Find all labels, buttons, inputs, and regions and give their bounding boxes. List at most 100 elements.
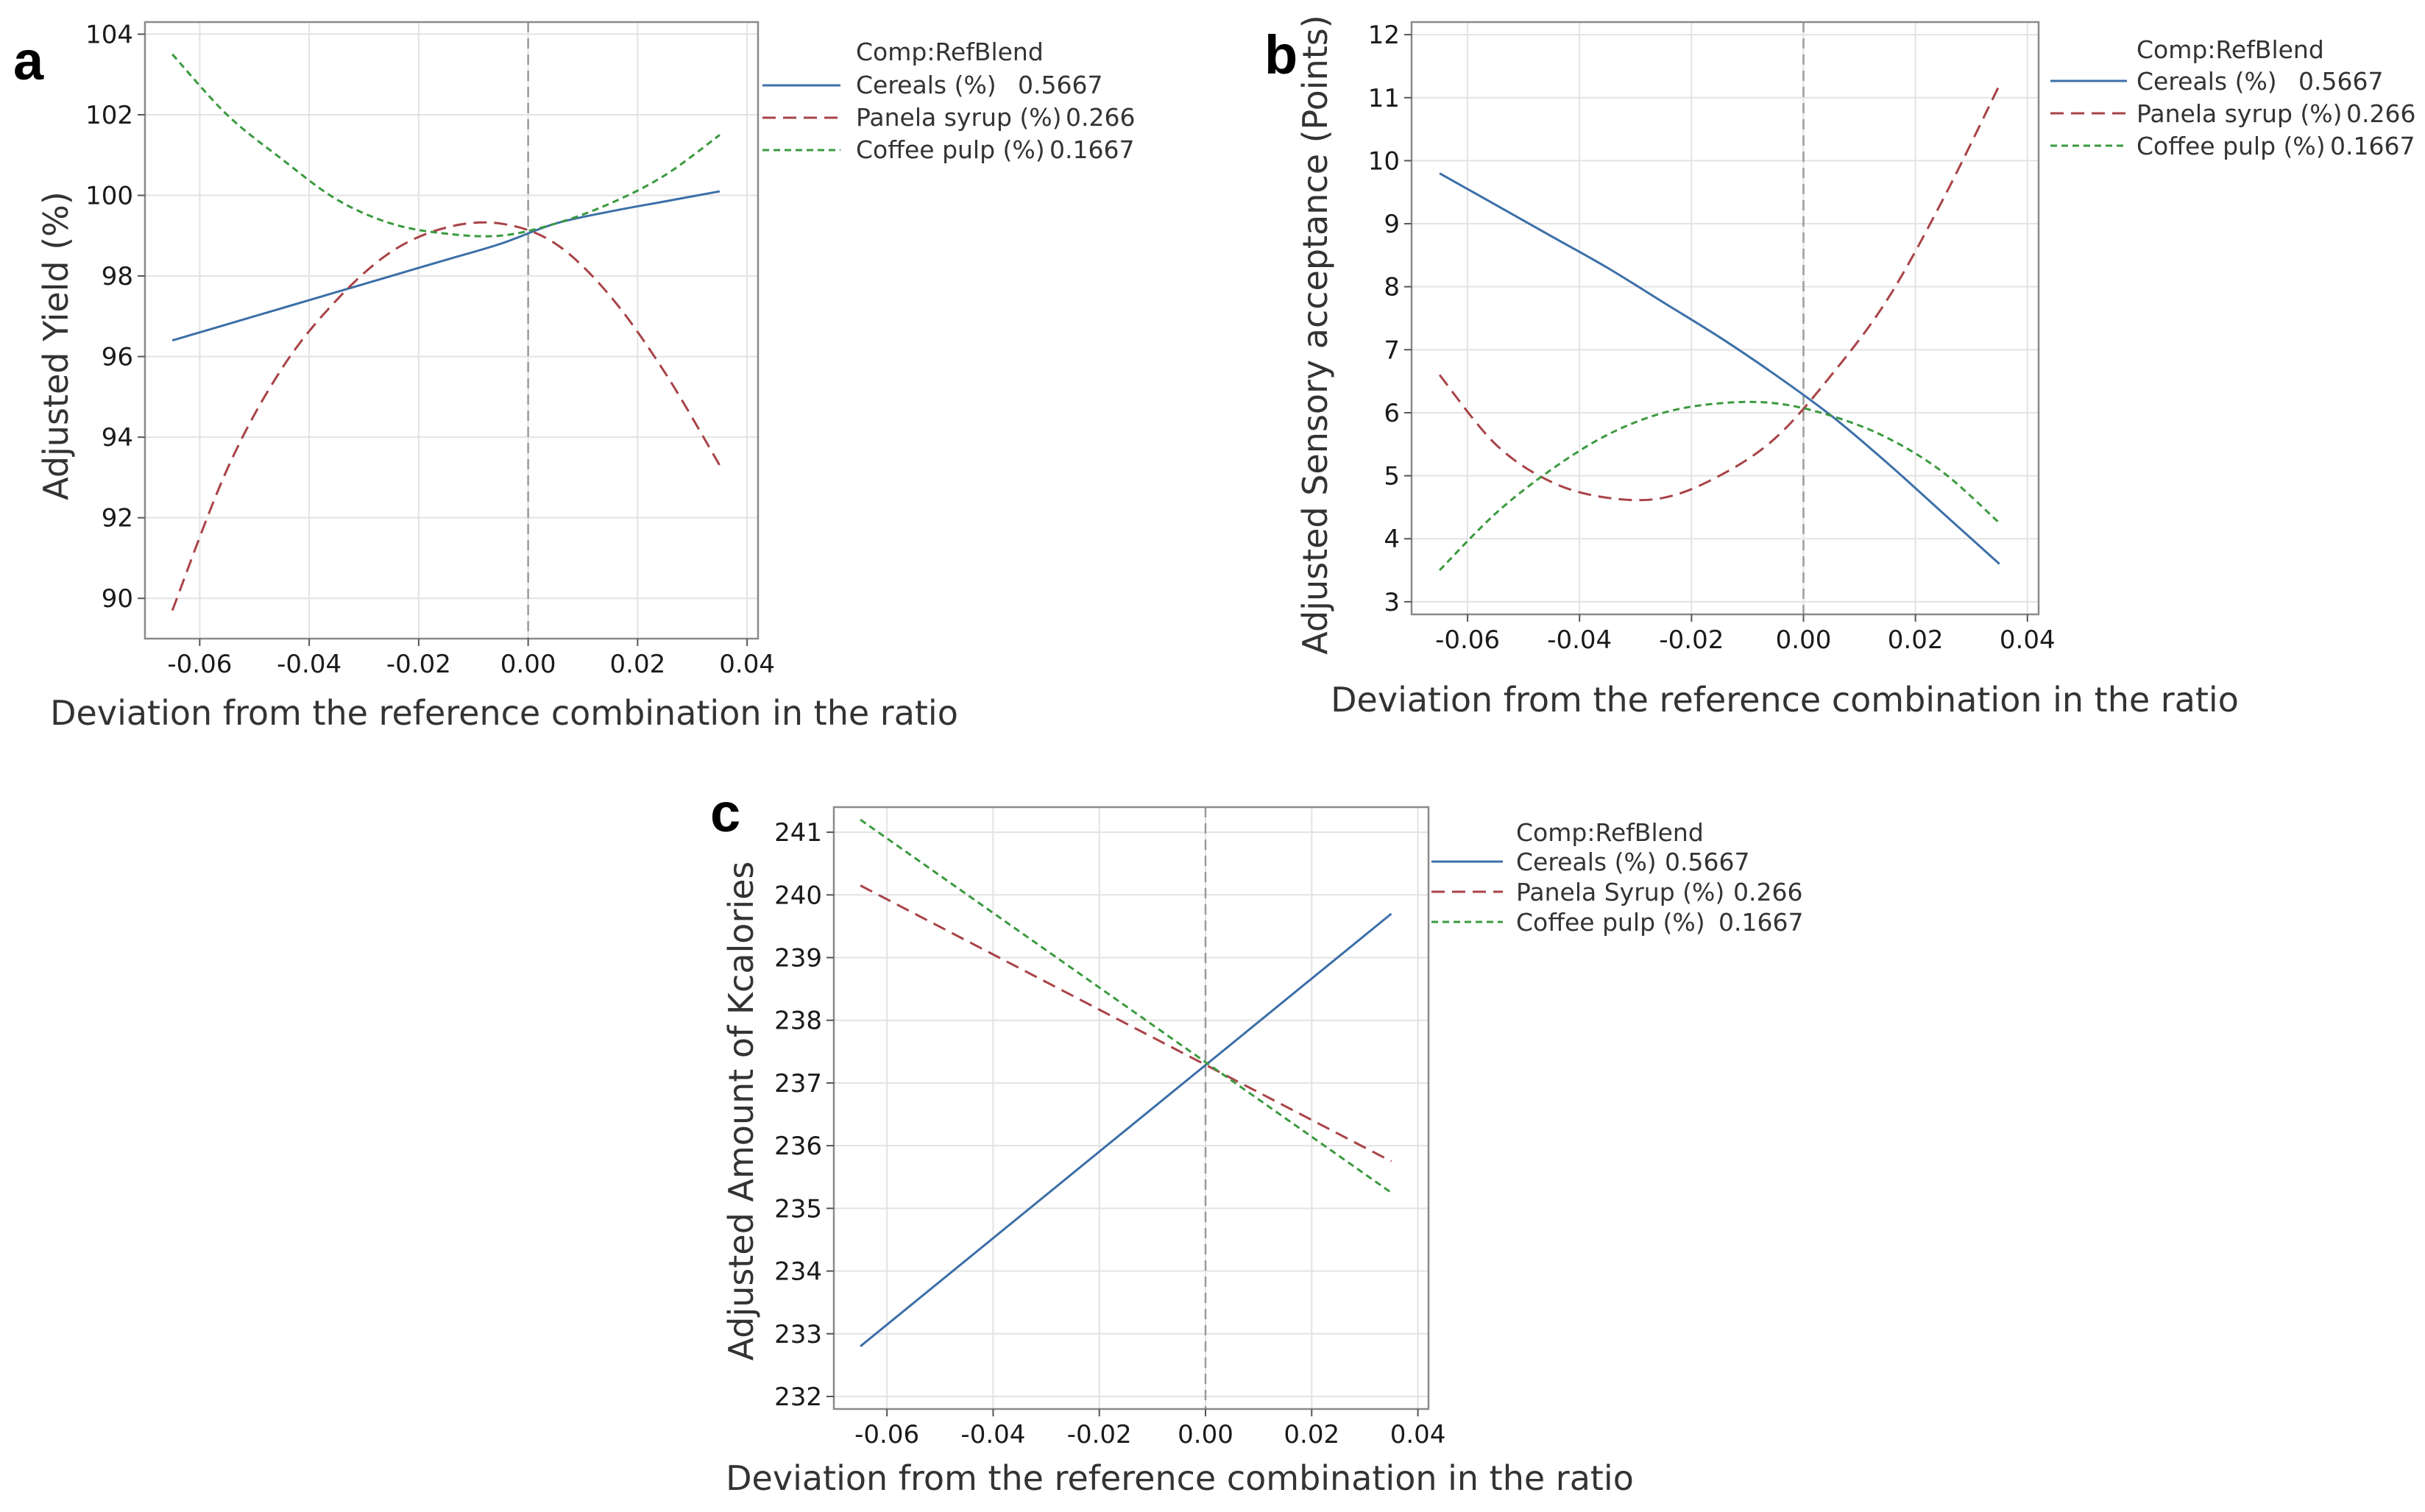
y-tick-label: 232 xyxy=(774,1383,822,1412)
legend-value-cereals: 0.5667 xyxy=(1665,848,1749,876)
x-tick-label: -0.02 xyxy=(1067,1420,1132,1449)
plot-frame xyxy=(832,806,1430,1410)
y-tick-label: 10 xyxy=(1368,146,1400,176)
x-tick-label: 0.04 xyxy=(1390,1420,1446,1449)
x-tick-label: 0.02 xyxy=(610,650,666,679)
legend-label-panela: Panela syrup (%) xyxy=(2137,99,2343,128)
legend-label-panela: Panela syrup (%) xyxy=(856,103,1062,132)
series-line-cereals xyxy=(1439,172,2000,565)
legend-label-coffee: Coffee pulp (%) xyxy=(1516,908,1705,937)
series-line-panela-syrup xyxy=(1438,84,2001,502)
tick-group: -0.06 -0.04 -0.02 0.00 0.02 0.04 3 4 5 6 7 8 9 10 11 12 xyxy=(1368,21,2056,655)
legend-label-cereals: Cereals (%) xyxy=(856,71,996,99)
x-tick-label: -0.06 xyxy=(1435,625,1500,655)
tick-group: -0.06 -0.04 -0.02 0.00 0.02 0.04 90 92 94 96 98 100… xyxy=(85,20,775,679)
legend-value-cereals: 0.5667 xyxy=(1018,71,1102,99)
series-line-cereals xyxy=(860,912,1392,1347)
grid xyxy=(834,807,1429,1409)
y-tick-label: 6 xyxy=(1384,399,1400,428)
y-axis-label: Adjusted Sensory acceptance (Points) xyxy=(1295,15,1335,654)
legend-label-panela: Panela Syrup (%) xyxy=(1516,878,1724,906)
legend-label-cereals: Cereals (%) xyxy=(1516,848,1657,876)
y-tick-label: 96 xyxy=(102,343,133,372)
x-tick-label: 0.02 xyxy=(1888,625,1944,655)
legend-label-cereals: Cereals (%) xyxy=(2137,67,2277,96)
plot-frame xyxy=(1410,21,2040,616)
series-line-coffee-pulp xyxy=(1438,400,2000,572)
y-tick-label: 8 xyxy=(1384,273,1400,302)
y-tick-label: 4 xyxy=(1384,525,1400,554)
y-tick-label: 11 xyxy=(1368,84,1400,113)
legend-title: Comp:RefBlend xyxy=(856,38,1044,66)
x-tick-label: -0.06 xyxy=(854,1420,919,1449)
series-line-coffee-pulp xyxy=(171,53,721,238)
y-tick-label: 90 xyxy=(102,584,133,614)
panel-letter-b: b xyxy=(1264,24,1298,85)
legend-value-coffee: 0.1667 xyxy=(1718,908,1803,937)
y-axis-label: Adjusted Amount of Kcalories xyxy=(721,862,761,1361)
panel-b: b -0.06 -0.04 -0.02 0.00 0.02 0.04 3 4 5 6 7 8 9 10 11… xyxy=(1264,15,2415,720)
y-tick-label: 240 xyxy=(774,881,822,910)
y-tick-label: 241 xyxy=(774,818,822,848)
y-tick-label: 233 xyxy=(774,1320,822,1349)
panel-a: a -0.06 -0.04 -0.02 0.00 0.02 0.04 90 92 94 96 98 1… xyxy=(13,20,1135,733)
y-tick-label: 238 xyxy=(774,1007,822,1036)
y-tick-label: 239 xyxy=(774,944,822,973)
legend-value-panela: 0.266 xyxy=(1066,103,1135,132)
series-line-panela-syrup xyxy=(171,221,721,611)
series-group xyxy=(860,818,1392,1347)
y-tick-label: 3 xyxy=(1384,588,1400,617)
panel-c: c -0.06 -0.04 -0.02 0.00 0.02 0.04 232 233 234 23… xyxy=(710,782,1803,1498)
x-tick-label: -0.06 xyxy=(167,650,232,679)
x-tick-label: 0.02 xyxy=(1284,1420,1339,1449)
y-tick-label: 104 xyxy=(85,20,133,49)
y-tick-label: 94 xyxy=(102,423,133,452)
grid xyxy=(1412,22,2039,614)
x-tick-label: -0.02 xyxy=(1659,625,1724,655)
series-group xyxy=(171,53,721,611)
legend-value-panela: 0.266 xyxy=(2346,99,2415,128)
y-tick-label: 100 xyxy=(85,182,133,211)
series-line-coffee-pulp xyxy=(860,818,1392,1194)
x-tick-label: -0.04 xyxy=(960,1420,1025,1449)
x-tick-label: 0.04 xyxy=(2000,625,2056,655)
y-axis-label: Adjusted Yield (%) xyxy=(36,191,76,500)
legend-label-coffee: Coffee pulp (%) xyxy=(856,135,1045,164)
legend-value-panela: 0.266 xyxy=(1733,878,1802,906)
series-line-panela-syrup xyxy=(860,884,1392,1163)
legend: Comp:RefBlend Cereals (%) 0.5667 Panela … xyxy=(2050,35,2415,160)
x-tick-label: 0.00 xyxy=(1776,625,1832,655)
tick-group: -0.06 -0.04 -0.02 0.00 0.02 0.04 232 233 234 235 2… xyxy=(774,818,1445,1449)
legend-title: Comp:RefBlend xyxy=(2137,35,2324,64)
y-tick-label: 9 xyxy=(1384,210,1400,239)
y-tick-label: 7 xyxy=(1384,336,1400,365)
x-tick-label: 0.00 xyxy=(1178,1420,1233,1449)
legend: Comp:RefBlend Cereals (%) 0.5667 Panela … xyxy=(762,38,1135,164)
x-axis-label: Deviation from the reference combination… xyxy=(726,1458,1634,1498)
y-tick-label: 92 xyxy=(102,504,133,533)
y-tick-label: 236 xyxy=(774,1132,822,1161)
grid xyxy=(145,22,758,639)
panel-letter-c: c xyxy=(710,782,740,843)
legend-value-coffee: 0.1667 xyxy=(2330,132,2415,160)
y-tick-label: 234 xyxy=(774,1257,822,1287)
legend-label-coffee: Coffee pulp (%) xyxy=(2137,132,2326,160)
y-tick-label: 237 xyxy=(774,1069,822,1098)
x-axis-label: Deviation from the reference combination… xyxy=(50,693,958,733)
x-tick-label: 0.00 xyxy=(500,650,556,679)
legend-value-cereals: 0.5667 xyxy=(2298,67,2383,96)
series-group xyxy=(1438,84,2001,572)
x-tick-label: 0.04 xyxy=(719,650,775,679)
plot-frame xyxy=(144,21,760,640)
panel-letter-a: a xyxy=(13,30,44,91)
series-line-cereals xyxy=(171,190,721,342)
legend-title: Comp:RefBlend xyxy=(1516,818,1704,847)
y-tick-label: 12 xyxy=(1368,21,1400,50)
y-tick-label: 98 xyxy=(102,262,133,291)
y-tick-label: 235 xyxy=(774,1194,822,1224)
legend: Comp:RefBlend Cereals (%) 0.5667 Panela … xyxy=(1431,818,1803,937)
x-tick-label: -0.02 xyxy=(386,650,451,679)
x-tick-label: -0.04 xyxy=(277,650,341,679)
legend-value-coffee: 0.1667 xyxy=(1049,135,1134,164)
